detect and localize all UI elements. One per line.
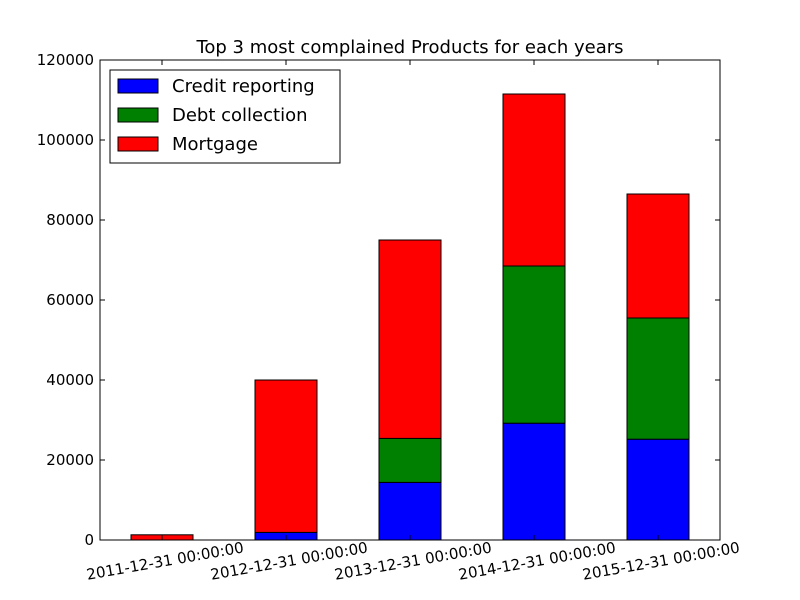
bar-debt-collection-3 [378, 437, 442, 483]
legend-label: Debt collection [172, 105, 308, 126]
y-tick-label: 120000 [37, 51, 94, 69]
legend-swatch [117, 78, 159, 94]
legend-label: Credit reporting [172, 76, 315, 97]
bar-credit-reporting-4 [502, 422, 566, 541]
legend: Credit reporting Debt collection Mortgage [109, 69, 341, 164]
bar-mortgage-2 [254, 379, 318, 533]
bars-layer [130, 93, 690, 541]
legend-swatch [117, 107, 159, 123]
y-tick-label: 40000 [46, 371, 94, 389]
bar-credit-reporting-3 [378, 481, 442, 541]
y-tick-label: 0 [84, 531, 94, 549]
plot-area-frame [99, 59, 721, 541]
y-tick-label: 80000 [46, 211, 94, 229]
bar-debt-collection-5 [626, 317, 690, 440]
bar-credit-reporting-5 [626, 438, 690, 541]
chart-title: Top 3 most complained Products for each … [195, 37, 623, 58]
bar-mortgage-5 [626, 193, 690, 319]
bar-mortgage-4 [502, 93, 566, 267]
bar-mortgage-3 [378, 239, 442, 439]
y-tick-label: 20000 [46, 451, 94, 469]
legend-swatch [117, 136, 159, 152]
y-tick-label: 60000 [46, 291, 94, 309]
y-tick-label: 100000 [37, 131, 94, 149]
legend-label: Mortgage [172, 134, 258, 155]
bar-debt-collection-4 [502, 265, 566, 424]
